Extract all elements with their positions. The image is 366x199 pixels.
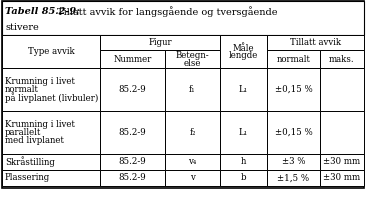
Text: maks.: maks. [329,55,355,63]
Text: ±0,15 %: ±0,15 % [274,128,312,137]
Text: ±1,5 %: ±1,5 % [277,174,310,182]
Bar [165,50,220,68]
Bar [320,50,364,68]
Text: Type avvik: Type avvik [27,47,74,56]
Text: h: h [241,157,246,167]
Text: L₁: L₁ [239,85,248,94]
Bar [320,170,364,186]
Text: else: else [184,59,201,67]
Text: lengde: lengde [229,51,258,60]
Bar [220,111,267,154]
Bar [220,35,267,68]
Bar [2,170,100,186]
Bar [2,68,100,111]
Text: f₁: f₁ [189,85,196,94]
Text: v₄: v₄ [188,157,197,167]
Bar [267,68,320,111]
Text: v: v [190,174,195,182]
Text: Krumning i livet: Krumning i livet [5,120,75,129]
Text: 85.2-9: 85.2-9 [119,85,146,94]
Bar [267,170,320,186]
Text: Betegn-: Betegn- [176,51,209,60]
Text: med livplanet: med livplanet [5,136,64,145]
Bar [100,111,165,154]
Text: L₁: L₁ [239,128,248,137]
Bar [267,111,320,154]
Bar [267,154,320,170]
Bar [100,50,165,68]
Bar [165,154,220,170]
Text: Skråstilling: Skråstilling [5,157,55,167]
Bar [320,68,364,111]
Bar [2,111,100,154]
Text: stivere: stivere [5,23,39,32]
Bar [220,68,267,111]
Bar [100,154,165,170]
Text: Plassering: Plassering [5,174,50,182]
Bar [320,111,364,154]
Text: Tillatt avvik for langsgående og tversgående: Tillatt avvik for langsgående og tversgå… [57,7,277,17]
Text: Måle: Måle [233,44,254,53]
Text: normalt: normalt [277,55,310,63]
Text: Tillatt avvik: Tillatt avvik [290,38,341,47]
Text: 85.2-9: 85.2-9 [119,128,146,137]
Text: ±30 mm: ±30 mm [324,174,361,182]
Bar [100,170,165,186]
Text: ±0,15 %: ±0,15 % [274,85,312,94]
Bar [220,154,267,170]
Bar [100,68,165,111]
Text: Nummer: Nummer [113,55,152,63]
Text: ±30 mm: ±30 mm [324,157,361,167]
Text: normalt: normalt [5,85,39,94]
Text: på livplanet (livbuler): på livplanet (livbuler) [5,92,98,103]
Text: f₂: f₂ [189,128,196,137]
Bar [267,50,320,68]
Bar [165,170,220,186]
Text: 85.2-9: 85.2-9 [119,157,146,167]
Bar [2,1,364,35]
Text: ±3 %: ±3 % [282,157,305,167]
Text: Krumning i livet: Krumning i livet [5,77,75,86]
Bar [220,170,267,186]
Bar [165,111,220,154]
Text: Tabell 85.2-9:: Tabell 85.2-9: [5,8,80,17]
Bar [165,68,220,111]
Bar [267,35,364,50]
Text: Figur: Figur [148,38,172,47]
Text: 85.2-9: 85.2-9 [119,174,146,182]
Bar [320,154,364,170]
Bar [2,35,100,68]
Text: parallelt: parallelt [5,128,41,137]
Bar [100,35,220,50]
Bar [2,154,100,170]
Text: b: b [241,174,246,182]
